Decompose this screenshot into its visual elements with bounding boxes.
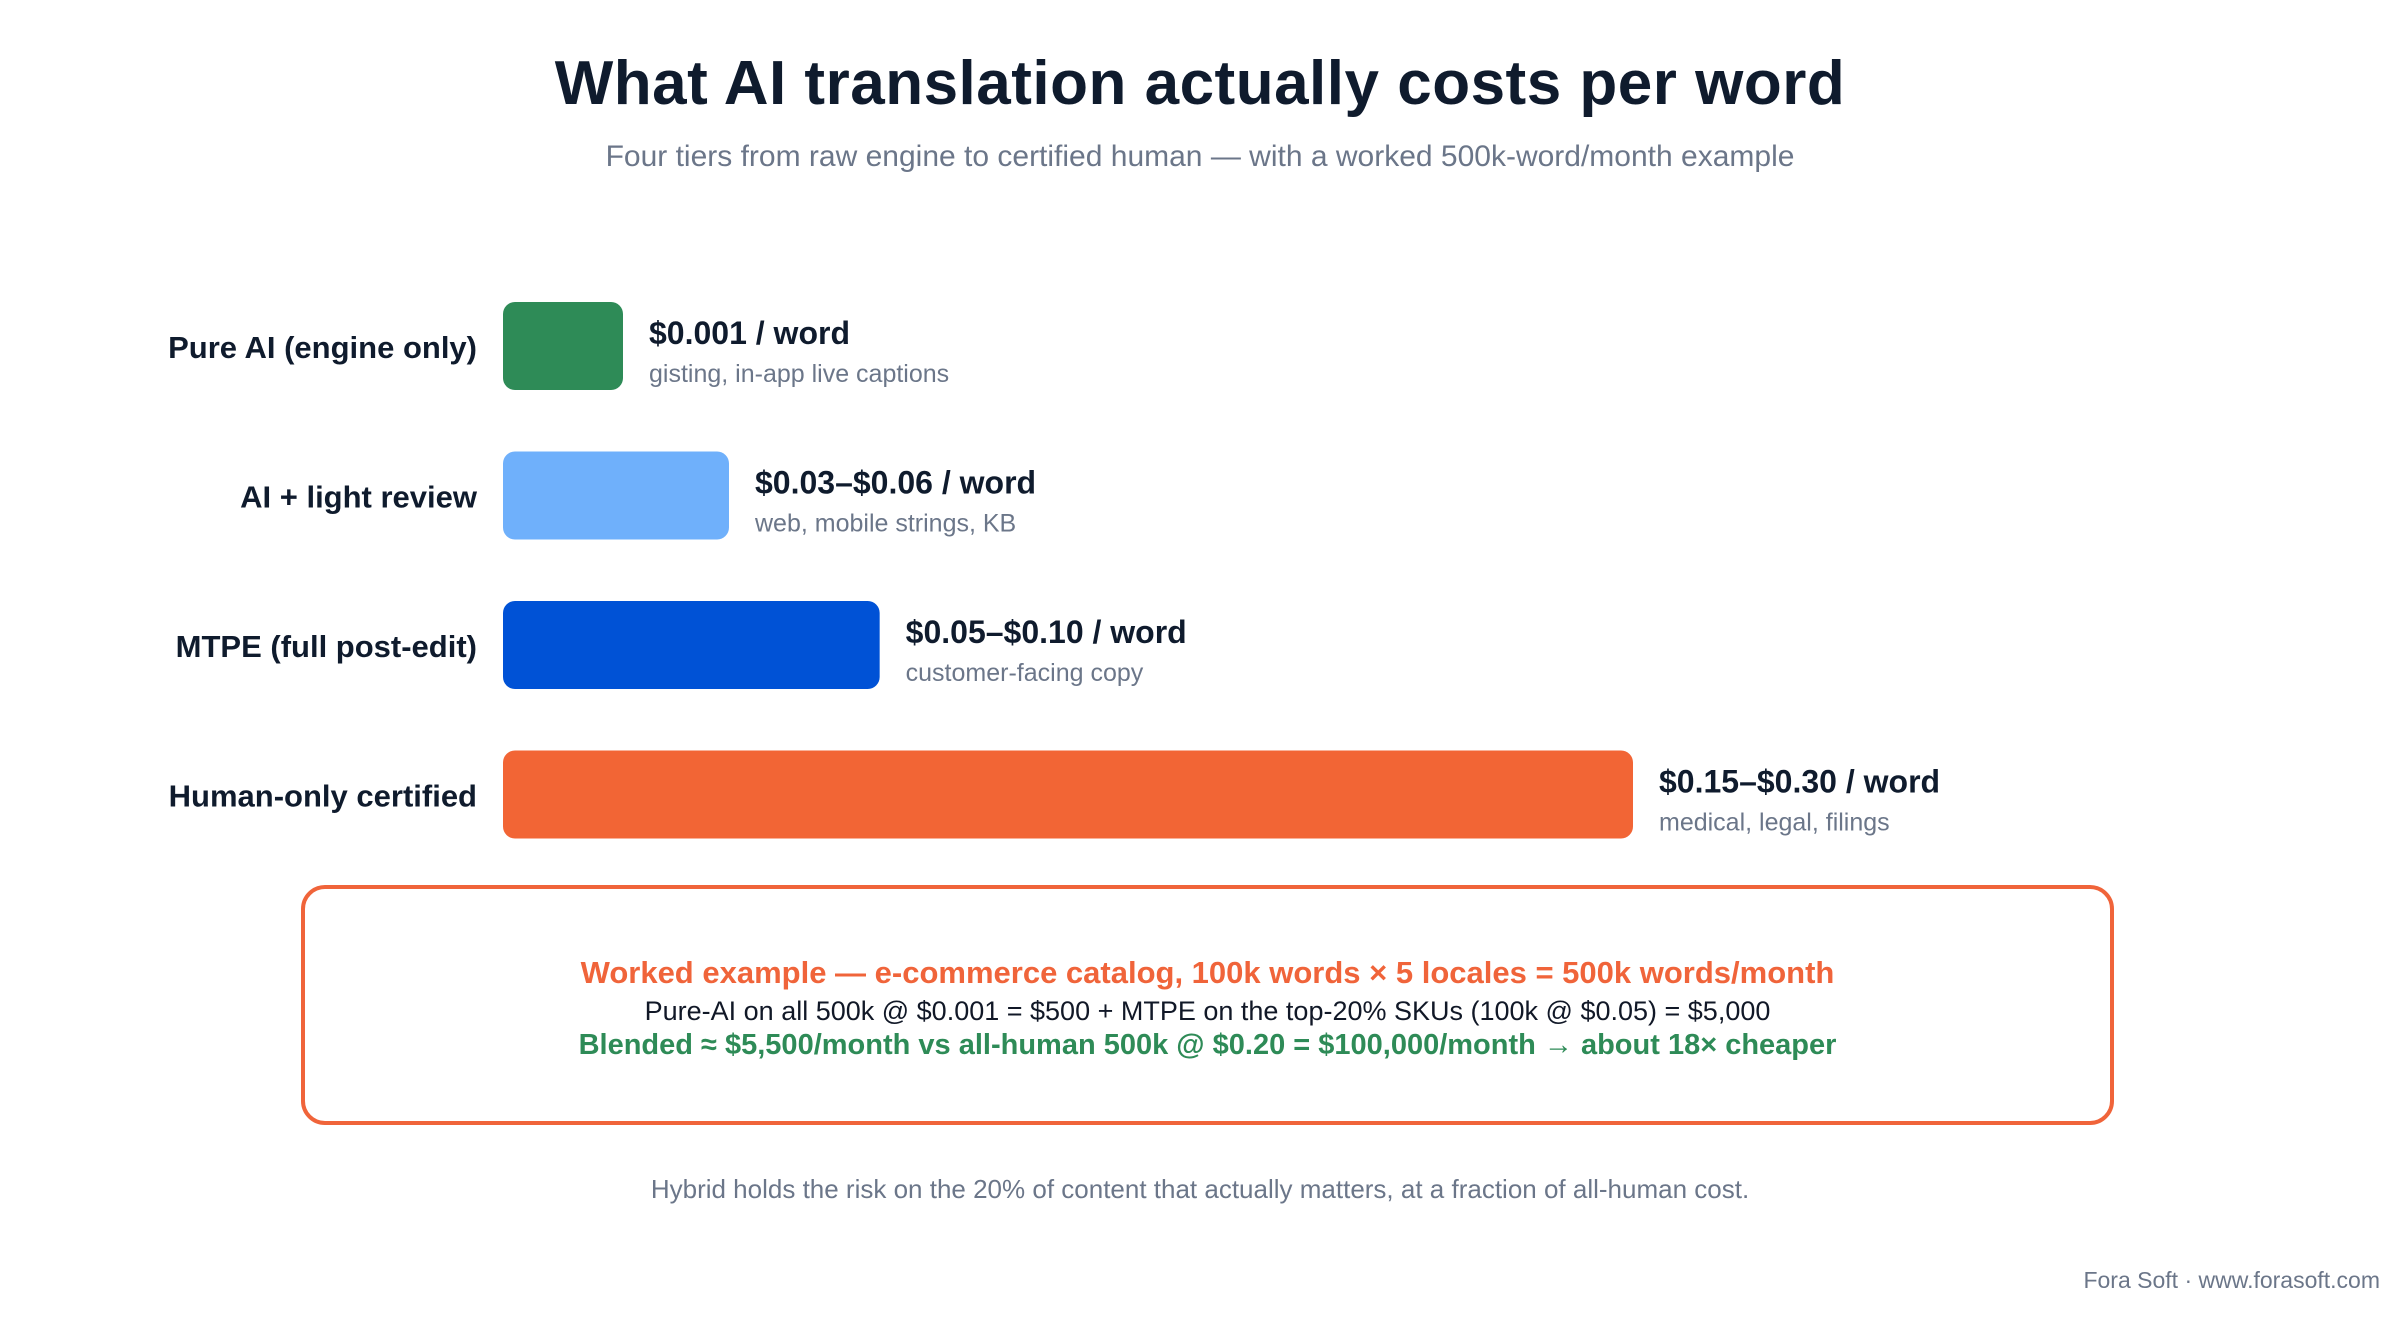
bar	[503, 451, 729, 540]
value-label: $0.001 / word	[649, 315, 850, 351]
use-case-label: medical, legal, filings	[1659, 809, 1890, 837]
category-label: Human-only certified	[169, 779, 477, 814]
category-label: Pure AI (engine only)	[168, 330, 477, 365]
worked-example-callout: Worked example — e-commerce catalog, 100…	[301, 885, 2114, 1125]
use-case-label: customer-facing copy	[906, 659, 1144, 687]
chart-title: What AI translation actually costs per w…	[554, 49, 1846, 118]
use-case-label: web, mobile strings, KB	[754, 510, 1016, 538]
callout-heading: Worked example — e-commerce catalog, 100…	[580, 955, 1835, 990]
bar	[503, 302, 623, 390]
value-label: $0.05–$0.10 / word	[906, 614, 1187, 650]
use-case-label: gisting, in-app live captions	[649, 360, 949, 388]
bar	[503, 601, 880, 689]
callout-conclusion: Blended ≈ $5,500/month vs all-human 500k…	[578, 1029, 1837, 1061]
footnote: Hybrid holds the risk on the 20% of cont…	[650, 1174, 1750, 1204]
bar	[503, 750, 1633, 839]
credit: Fora Soft · www.forasoft.com	[2083, 1267, 2380, 1293]
callout-calculation: Pure-AI on all 500k @ $0.001 = $500 + MT…	[644, 996, 1771, 1026]
value-label: $0.15–$0.30 / word	[1659, 764, 1940, 800]
category-label: AI + light review	[240, 480, 478, 515]
value-label: $0.03–$0.06 / word	[755, 465, 1036, 501]
bar-chart: Pure AI (engine only) $0.001 / word gistin…	[168, 302, 1940, 839]
chart-subtitle: Four tiers from raw engine to certified …	[605, 140, 1795, 173]
category-label: MTPE (full post-edit)	[176, 629, 477, 664]
